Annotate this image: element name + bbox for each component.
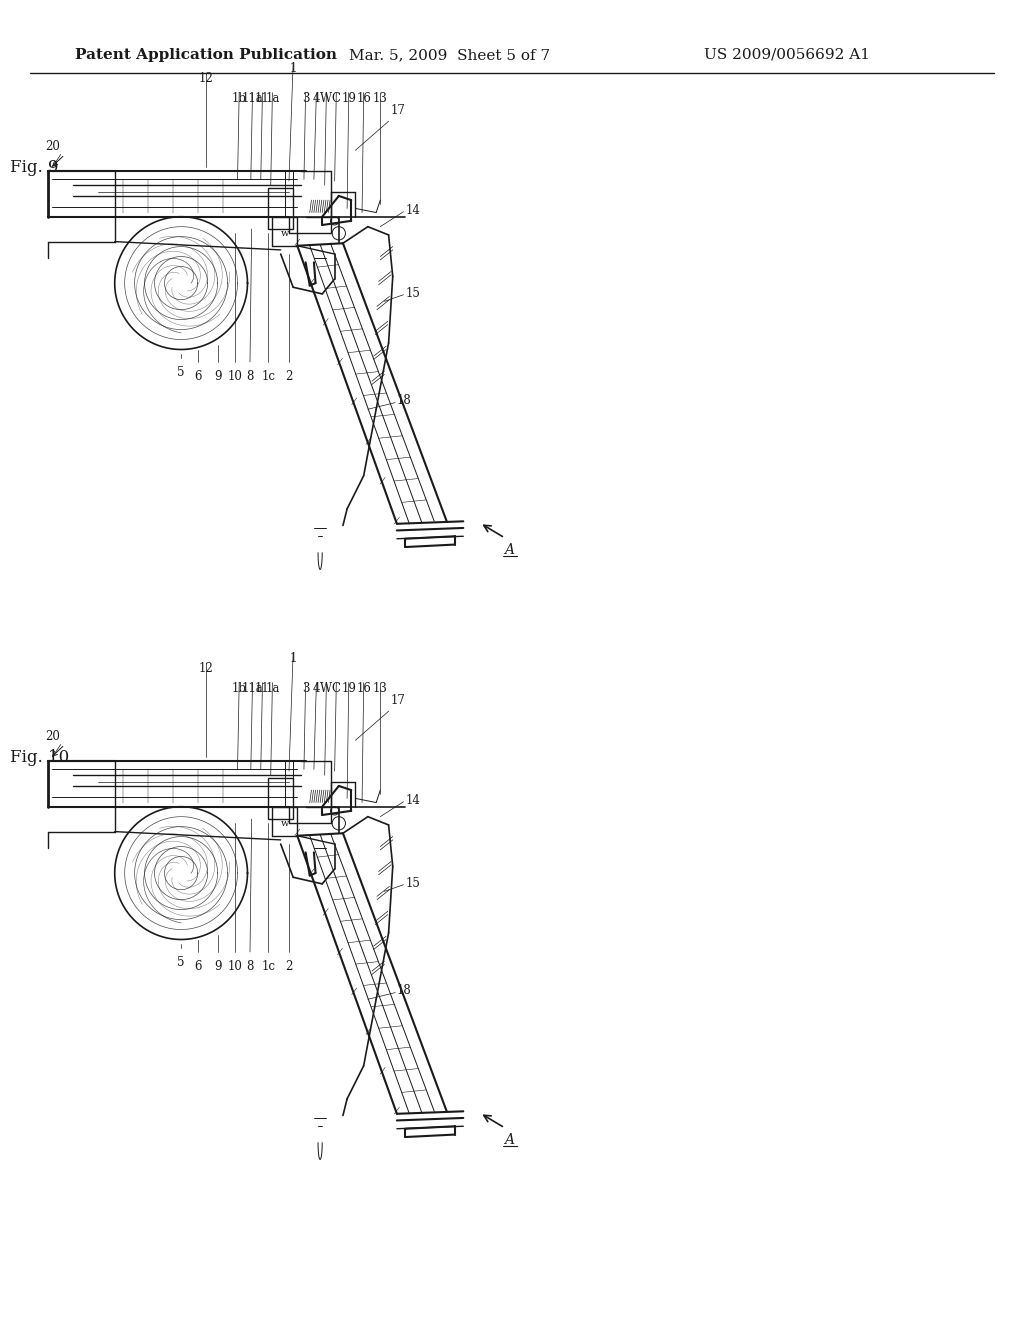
Text: C: C [332, 91, 341, 104]
Text: 1c: 1c [261, 370, 275, 383]
Text: w: w [281, 818, 289, 828]
Text: 1a: 1a [265, 91, 280, 104]
Text: 12: 12 [199, 71, 213, 84]
Text: 1b: 1b [231, 681, 247, 694]
Text: 10: 10 [227, 370, 243, 383]
Text: 9: 9 [215, 370, 222, 383]
Bar [268, 777, 293, 820]
Text: 17: 17 [390, 694, 406, 708]
Text: Mar. 5, 2009  Sheet 5 of 7: Mar. 5, 2009 Sheet 5 of 7 [349, 48, 551, 62]
Text: 18: 18 [397, 395, 412, 408]
Text: 13: 13 [373, 91, 388, 104]
Text: 1c: 1c [261, 960, 275, 973]
Text: 3: 3 [302, 91, 309, 104]
Text: 18: 18 [397, 985, 412, 998]
Text: 14: 14 [406, 793, 420, 807]
Text: 3: 3 [302, 681, 309, 694]
Text: 1: 1 [290, 652, 297, 665]
Text: 14: 14 [406, 203, 420, 216]
Text: 4: 4 [312, 91, 321, 104]
Text: 6: 6 [194, 370, 202, 383]
Text: 15: 15 [406, 876, 420, 890]
Text: 16: 16 [356, 91, 371, 104]
Text: 16: 16 [356, 681, 371, 694]
Text: A: A [504, 544, 514, 557]
Text: 2: 2 [286, 370, 293, 383]
Text: 1a: 1a [265, 681, 280, 694]
Text: 8: 8 [247, 370, 254, 383]
Text: C: C [332, 681, 341, 694]
Text: 11a: 11a [242, 681, 263, 694]
Text: Fig. 9: Fig. 9 [10, 158, 58, 176]
Text: 10: 10 [227, 960, 243, 973]
Text: 15: 15 [406, 286, 420, 300]
Text: 9: 9 [215, 960, 222, 973]
Text: 5: 5 [177, 956, 185, 969]
Text: 2: 2 [286, 960, 293, 973]
Text: 4: 4 [312, 681, 321, 694]
Text: 20: 20 [45, 730, 59, 743]
Text: 1b: 1b [231, 91, 247, 104]
Text: 19: 19 [341, 91, 356, 104]
Text: 6: 6 [194, 960, 202, 973]
Text: 11a: 11a [242, 91, 263, 104]
Text: 13: 13 [373, 681, 388, 694]
Text: Fig. 10: Fig. 10 [10, 748, 70, 766]
Text: 11: 11 [255, 91, 269, 104]
Text: 11: 11 [255, 681, 269, 694]
Text: 20: 20 [45, 140, 59, 153]
Text: 1: 1 [290, 62, 297, 75]
Text: Patent Application Publication: Patent Application Publication [75, 48, 337, 62]
Text: W: W [321, 681, 333, 694]
Text: w: w [281, 228, 289, 238]
Text: 17: 17 [390, 104, 406, 117]
Text: 8: 8 [247, 960, 254, 973]
Text: A: A [504, 1134, 514, 1147]
Text: 5: 5 [177, 366, 185, 379]
Text: US 2009/0056692 A1: US 2009/0056692 A1 [705, 48, 870, 62]
Text: W: W [321, 91, 333, 104]
Bar [268, 187, 293, 230]
Text: 12: 12 [199, 661, 213, 675]
Text: 19: 19 [341, 681, 356, 694]
